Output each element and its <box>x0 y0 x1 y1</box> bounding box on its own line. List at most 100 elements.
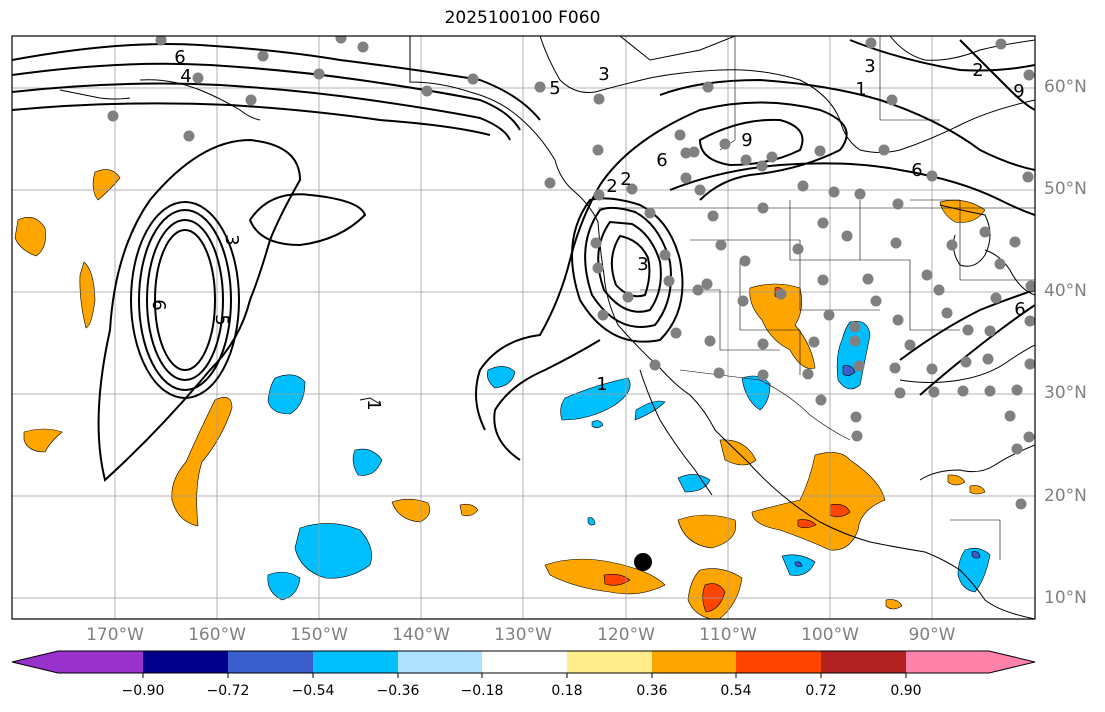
negative-area <box>267 374 306 415</box>
contour-label: 1 <box>596 374 607 395</box>
contour-label: 1 <box>363 399 384 410</box>
contour-label: 3 <box>598 64 609 85</box>
contour-label: 5 <box>211 314 232 325</box>
contour-label: 9 <box>1013 81 1024 102</box>
contour-label: 3 <box>221 234 242 245</box>
lon-label: 120°W <box>597 625 655 645</box>
colorbar-extend-right <box>989 651 1035 673</box>
colorbar-segment <box>736 651 822 673</box>
negative-area <box>971 551 981 559</box>
negative-area <box>267 571 301 601</box>
negative-area <box>352 448 383 476</box>
lat-label: 30°N <box>1044 383 1087 403</box>
colorbar-extend-left <box>12 651 58 673</box>
negative-area <box>634 400 666 421</box>
negative-area <box>294 523 372 579</box>
negative-area <box>677 474 711 493</box>
colorbar-tick-label: 0.54 <box>720 683 752 699</box>
positive-area <box>829 504 851 518</box>
contour-label: 4 <box>180 66 191 87</box>
positive-area <box>939 199 986 223</box>
colorbar-segment <box>313 651 399 673</box>
positive-area <box>947 474 966 486</box>
lon-label: 110°W <box>699 625 757 645</box>
colorbar-tick-label: 0.18 <box>551 683 583 699</box>
contour-label: 5 <box>549 78 560 99</box>
positive-area <box>171 397 233 527</box>
colorbar <box>11 650 1036 678</box>
colorbar-tick-label: −0.18 <box>460 683 504 699</box>
map-frame <box>11 35 1036 620</box>
lon-label: 160°W <box>188 625 246 645</box>
positive-area <box>79 261 96 329</box>
positive-area <box>92 169 121 201</box>
lon-label: 90°W <box>908 625 956 645</box>
colorbar-segment <box>143 651 229 673</box>
contour-label: 2 <box>606 176 617 197</box>
location-marker <box>634 553 652 571</box>
contour-label: 6 <box>656 150 667 171</box>
lat-label: 50°N <box>1044 179 1087 199</box>
negative-area <box>591 420 604 429</box>
negative-area <box>587 517 596 526</box>
colorbar-segment <box>821 651 907 673</box>
positive-area <box>603 573 631 586</box>
contour-label: 2 <box>620 169 631 190</box>
lon-label: 170°W <box>86 625 144 645</box>
contour-lines <box>12 39 1035 482</box>
lon-label: 100°W <box>801 625 859 645</box>
colorbar-segment <box>482 651 568 673</box>
lat-label: 40°N <box>1044 281 1087 301</box>
shaded-anomaly-areas <box>14 169 991 619</box>
graticule <box>12 36 1035 619</box>
contour-label: 2 <box>972 60 983 81</box>
contour-label: 1 <box>855 79 866 100</box>
positive-area <box>885 599 903 610</box>
station-markers <box>107 36 1035 510</box>
positive-area <box>677 514 737 549</box>
negative-area <box>560 377 631 421</box>
positive-area <box>23 428 63 453</box>
colorbar-segment <box>58 651 144 673</box>
coastlines <box>59 36 1035 619</box>
contour-label: 3 <box>864 56 875 77</box>
contour-label: 6 <box>148 299 169 310</box>
contour-label: 6 <box>1014 299 1025 320</box>
positive-area <box>459 503 479 517</box>
colorbar-tick-label: 0.36 <box>636 683 668 699</box>
colorbar-tick-label: 0.72 <box>805 683 837 699</box>
negative-area <box>487 366 516 389</box>
lat-label: 60°N <box>1044 77 1087 97</box>
contour-label: 6 <box>911 160 922 181</box>
contour-label-group: 6 4 3 3 5 6 5 1 1 2 6 2 3 3 9 1 6 2 9 6 <box>148 47 1026 411</box>
negative-area <box>842 365 856 376</box>
contour-label: 3 <box>637 254 648 275</box>
colorbar-tick-label: −0.90 <box>121 683 165 699</box>
negative-area <box>794 561 803 567</box>
colorbar-segment <box>228 651 314 673</box>
negative-area <box>957 548 991 593</box>
colorbar-tick-label: −0.36 <box>376 683 420 699</box>
lon-label: 150°W <box>290 625 348 645</box>
positive-area <box>751 452 886 551</box>
colorbar-tick-label: −0.72 <box>206 683 250 699</box>
positive-area <box>969 485 986 495</box>
colorbar-segment <box>652 651 738 673</box>
lon-label: 130°W <box>494 625 552 645</box>
colorbar-outline <box>11 650 1036 674</box>
contour-label: 6 <box>174 47 185 68</box>
lon-label: 140°W <box>392 625 450 645</box>
lat-label: 10°N <box>1044 588 1087 608</box>
colorbar-tick-label: −0.54 <box>291 683 335 699</box>
colorbar-segment <box>567 651 653 673</box>
positive-area <box>391 498 431 523</box>
colorbar-tick-label: 0.90 <box>890 683 922 699</box>
contour-label: 9 <box>741 130 752 151</box>
colorbar-segment <box>906 651 989 673</box>
positive-area <box>797 519 817 529</box>
lat-label: 20°N <box>1044 486 1087 506</box>
colorbar-segment <box>398 651 484 673</box>
map-title: 2025100100 F060 <box>444 8 601 28</box>
positive-area <box>14 217 46 257</box>
